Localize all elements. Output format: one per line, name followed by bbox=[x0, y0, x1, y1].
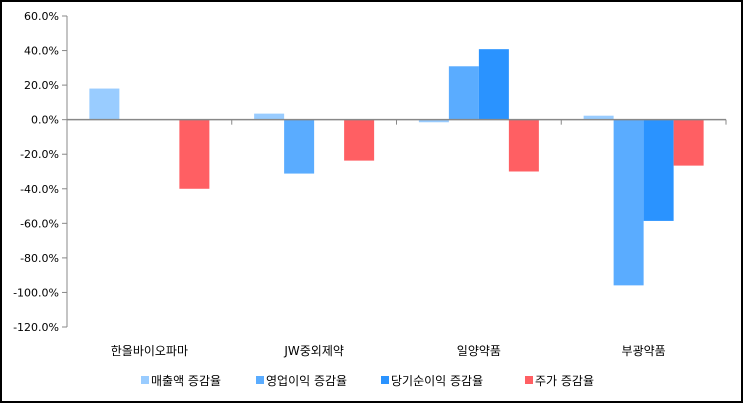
y-tick-label: 0.0% bbox=[31, 114, 59, 127]
legend-label: 당기순이익 증감율 bbox=[391, 374, 483, 388]
legend-label: 주가 증감율 bbox=[535, 374, 594, 388]
bar bbox=[284, 119, 315, 174]
y-tick-label: -80.0% bbox=[20, 252, 59, 265]
bar bbox=[89, 88, 120, 120]
bar bbox=[613, 119, 644, 286]
legend-label: 매출액 증감율 bbox=[151, 374, 221, 388]
bar bbox=[583, 115, 614, 120]
bar bbox=[344, 119, 375, 161]
legend-swatch bbox=[256, 376, 264, 384]
y-tick-label: 40.0% bbox=[24, 45, 59, 58]
y-tick-label: -100.0% bbox=[13, 286, 59, 299]
bar bbox=[508, 119, 539, 172]
x-tick-label: JW중외제약 bbox=[283, 343, 344, 358]
x-tick-label: 부광약품 bbox=[622, 343, 666, 358]
y-tick-label: -40.0% bbox=[20, 183, 59, 196]
bar bbox=[478, 49, 509, 120]
y-tick-label: 60.0% bbox=[24, 10, 59, 23]
legend-label: 영업이익 증감율 bbox=[266, 374, 347, 388]
bar bbox=[448, 66, 479, 120]
legend-swatch bbox=[381, 376, 389, 384]
bar bbox=[254, 113, 285, 120]
y-tick-label: 20.0% bbox=[24, 79, 59, 92]
bar bbox=[179, 119, 210, 189]
x-tick-label: 일양약품 bbox=[457, 343, 501, 358]
bar bbox=[643, 119, 674, 221]
x-tick-label: 한올바이오파마 bbox=[111, 344, 188, 358]
bar bbox=[418, 119, 449, 123]
legend-swatch bbox=[141, 376, 149, 384]
y-tick-label: -120.0% bbox=[13, 321, 59, 334]
bar bbox=[673, 119, 704, 166]
y-tick-label: -20.0% bbox=[20, 148, 59, 161]
y-tick-label: -60.0% bbox=[20, 217, 59, 230]
legend-swatch bbox=[525, 376, 533, 384]
